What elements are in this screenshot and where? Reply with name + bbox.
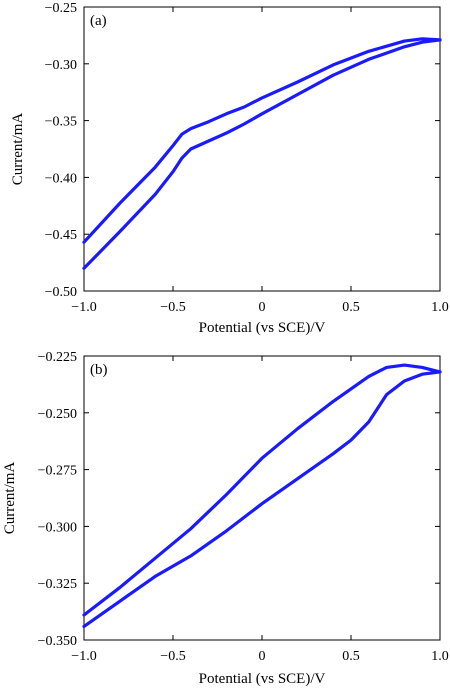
cv-curve-branch-2 xyxy=(82,363,442,617)
y-tick-label: −0.50 xyxy=(45,285,77,300)
panel-label: (a) xyxy=(90,13,107,29)
x-tick-label: 1.0 xyxy=(431,300,449,315)
x-tick-label: −0.5 xyxy=(160,300,185,315)
plot-frame xyxy=(83,6,441,292)
y-tick-label: −0.40 xyxy=(45,171,77,186)
y-tick-label: −0.225 xyxy=(38,350,77,365)
y-tick-label: −0.325 xyxy=(38,577,77,592)
cv-curve-branch-1 xyxy=(82,38,442,270)
x-tick-label: −1.0 xyxy=(71,649,96,664)
y-tick-label: −0.275 xyxy=(38,464,77,479)
x-tick-label: 0 xyxy=(259,649,266,664)
y-tick-label: −0.250 xyxy=(38,407,77,422)
x-tick-label: −0.5 xyxy=(160,649,185,664)
panel-a: −1.0 −0.5 0 0.5 1.0−0.25−0.30−0.35−0.40−0.45… xyxy=(10,1,449,336)
x-tick-label: 1.0 xyxy=(431,649,449,664)
y-axis-title: Current/mA xyxy=(2,462,18,535)
plot-frame xyxy=(83,355,441,641)
x-tick-label: 0 xyxy=(259,300,266,315)
x-tick-label: −1.0 xyxy=(71,300,96,315)
y-tick-label: −0.25 xyxy=(45,1,77,16)
cv-curve-branch-1 xyxy=(82,370,442,629)
y-tick-label: −0.35 xyxy=(45,115,77,130)
x-tick-label: 0.5 xyxy=(342,300,360,315)
y-tick-label: −0.30 xyxy=(45,58,77,73)
panel-b: −1.0 −0.5 0 0.5 1.0 −0.225 −0.250 −0.275 −0.300 −… xyxy=(2,350,449,687)
cv-curve-branch-2 xyxy=(82,37,442,244)
y-axis-title: Current/mA xyxy=(10,113,26,186)
y-tick-label: −0.45 xyxy=(45,228,77,243)
x-tick-label: 0.5 xyxy=(342,649,360,664)
y-tick-label: −0.300 xyxy=(38,520,77,535)
panel-label: (b) xyxy=(90,362,108,378)
x-axis-title: Potential (vs SCE)/V xyxy=(199,320,326,336)
x-axis-title: Potential (vs SCE)/V xyxy=(199,671,326,687)
y-tick-label: −0.350 xyxy=(38,634,77,649)
